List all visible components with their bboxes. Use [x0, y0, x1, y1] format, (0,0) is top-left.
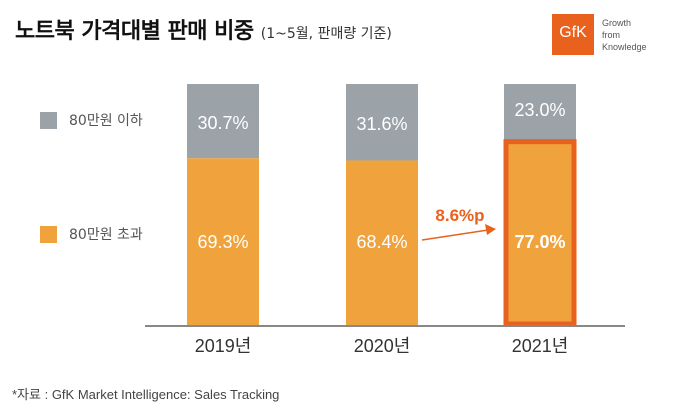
- legend-label: 80만원 이하: [69, 113, 143, 129]
- bar-segment-above-80: [504, 139, 576, 326]
- tagline-line: from: [602, 30, 620, 40]
- chart-subtitle: (1~5월, 판매량 기준): [260, 26, 392, 42]
- annotation-arrowhead: [485, 224, 496, 235]
- bar-segment-below-80: [346, 84, 418, 161]
- data-label: 23.0%: [514, 100, 565, 120]
- title-text: 노트북 가격대별 판매 비중: [15, 19, 254, 44]
- annotation-label: 8.6%p: [435, 206, 484, 225]
- bar-segment-above-80: [346, 160, 418, 326]
- x-tick-label: 2019년: [195, 336, 252, 356]
- tagline-line: Knowledge: [602, 42, 647, 52]
- data-label: 69.3%: [197, 232, 248, 252]
- tagline-line: Growth: [602, 18, 632, 28]
- bar-segment-below-80: [504, 84, 576, 140]
- data-label: 30.7%: [197, 113, 248, 133]
- x-tick-label: 2020년: [354, 336, 411, 356]
- x-tick-label: 2021년: [512, 336, 569, 356]
- data-label: 68.4%: [356, 232, 407, 252]
- bar-segment-above-80: [187, 158, 259, 326]
- annotation-arrow-line: [421, 229, 489, 241]
- source-footnote: *자료 : GfK Market Intelligence: Sales Tra…: [12, 387, 280, 402]
- legend-swatch-orange: [40, 225, 57, 243]
- logo-text: GfK: [559, 24, 587, 41]
- legend-label: 80만원 초과: [69, 227, 143, 243]
- legend-item-above-80: 80만원 초과: [40, 224, 143, 244]
- bar-segment-below-80: [187, 84, 259, 159]
- logo-tagline: Growth from Knowledge: [602, 17, 647, 53]
- data-label: 31.6%: [356, 114, 407, 134]
- gfk-logo: GfK: [552, 14, 594, 55]
- data-label: 77.0%: [514, 232, 565, 252]
- legend-item-below-80: 80만원 이하: [40, 110, 143, 130]
- chart-title: 노트북 가격대별 판매 비중 (1~5월, 판매량 기준): [15, 13, 392, 45]
- legend-swatch-gray: [40, 111, 57, 129]
- highlight-border: [503, 139, 577, 327]
